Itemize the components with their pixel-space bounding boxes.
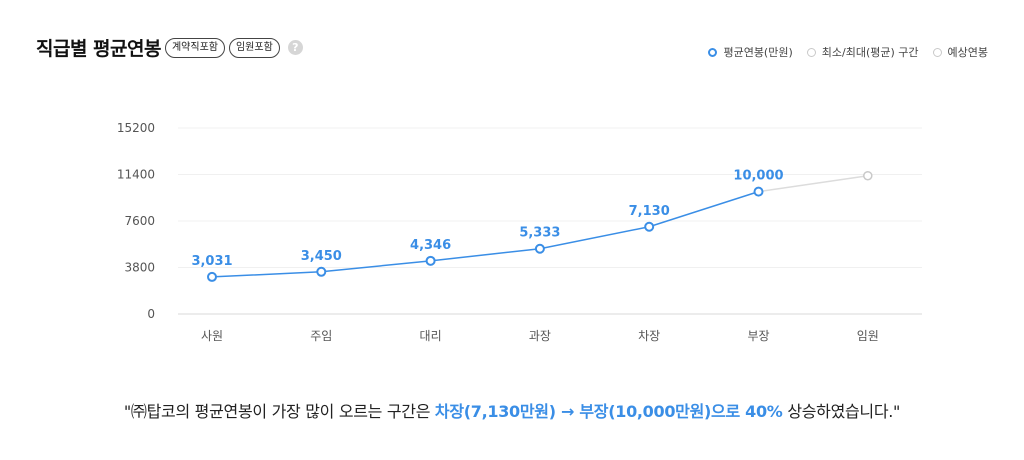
- y-tick-label: 0: [147, 307, 155, 321]
- legend-item-average[interactable]: 평균연봉(만원): [708, 44, 793, 60]
- x-tick-label: 임원: [857, 329, 879, 343]
- x-tick-label: 사원: [201, 329, 223, 343]
- average-point: [207, 271, 217, 282]
- legend-item-predicted[interactable]: 예상연봉: [932, 44, 988, 60]
- data-label: 4,346: [410, 238, 451, 253]
- average-series-line: [211, 190, 759, 278]
- chart-legend: 평균연봉(만원) 최소/최대(평균) 구간 예상연봉: [694, 44, 988, 60]
- x-tick-label: 주임: [310, 329, 332, 343]
- predicted-series-line: [758, 174, 868, 193]
- y-tick-label: 7600: [124, 214, 155, 228]
- average-point: [316, 266, 327, 277]
- summary-highlight: 차장(7,130만원) → 부장(10,000만원)으로 40%: [434, 402, 783, 421]
- legend-predicted-marker-icon: [932, 47, 942, 57]
- y-tick-label: 3800: [124, 261, 155, 275]
- y-tick-label: 11400: [117, 168, 155, 182]
- legend-average-marker-icon: [708, 47, 718, 57]
- legend-range-marker-icon: [806, 47, 816, 57]
- data-label: 5,333: [519, 226, 560, 241]
- x-tick-label: 차장: [638, 329, 660, 343]
- x-tick-label: 대리: [420, 329, 442, 343]
- chart-header: 직급별 평균연봉 계약직포함 임원포함 ?: [36, 34, 303, 61]
- x-tick-label: 부장: [747, 329, 769, 343]
- data-label: 7,130: [629, 204, 670, 219]
- y-tick-label: 15200: [117, 121, 155, 135]
- data-label: 3,450: [301, 249, 342, 264]
- average-point: [644, 221, 655, 232]
- summary-text: "㈜탑코의 평균연봉이 가장 많이 오르는 구간은 차장(7,130만원) → …: [0, 398, 1024, 422]
- predicted-point: [863, 170, 873, 181]
- data-label: 3,031: [191, 254, 232, 269]
- contract-included-badge: 계약직포함: [164, 37, 225, 58]
- x-tick-label: 과장: [529, 329, 551, 343]
- summary-suffix: 상승하였습니다.": [782, 402, 901, 421]
- legend-predicted-label: 예상연봉: [947, 46, 988, 59]
- data-label: 10,000: [733, 169, 783, 184]
- legend-average-label: 평균연봉(만원): [723, 46, 793, 59]
- average-point: [425, 255, 436, 266]
- executive-included-badge: 임원포함: [228, 37, 280, 58]
- legend-range-label: 최소/최대(평균) 구간: [821, 46, 919, 59]
- average-point: [534, 243, 545, 254]
- legend-item-range[interactable]: 최소/최대(평균) 구간: [806, 44, 919, 60]
- summary-prefix: "㈜탑코의 평균연봉이 가장 많이 오르는 구간은: [123, 402, 435, 421]
- question-icon[interactable]: ?: [287, 40, 303, 55]
- average-point: [753, 186, 764, 197]
- salary-line-chart: 15200 11400 7600 3800 0 사원 주임 대리 과장 차장 부장 임원 3,031 3,…: [117, 121, 922, 343]
- page-title: 직급별 평균연봉: [36, 38, 161, 60]
